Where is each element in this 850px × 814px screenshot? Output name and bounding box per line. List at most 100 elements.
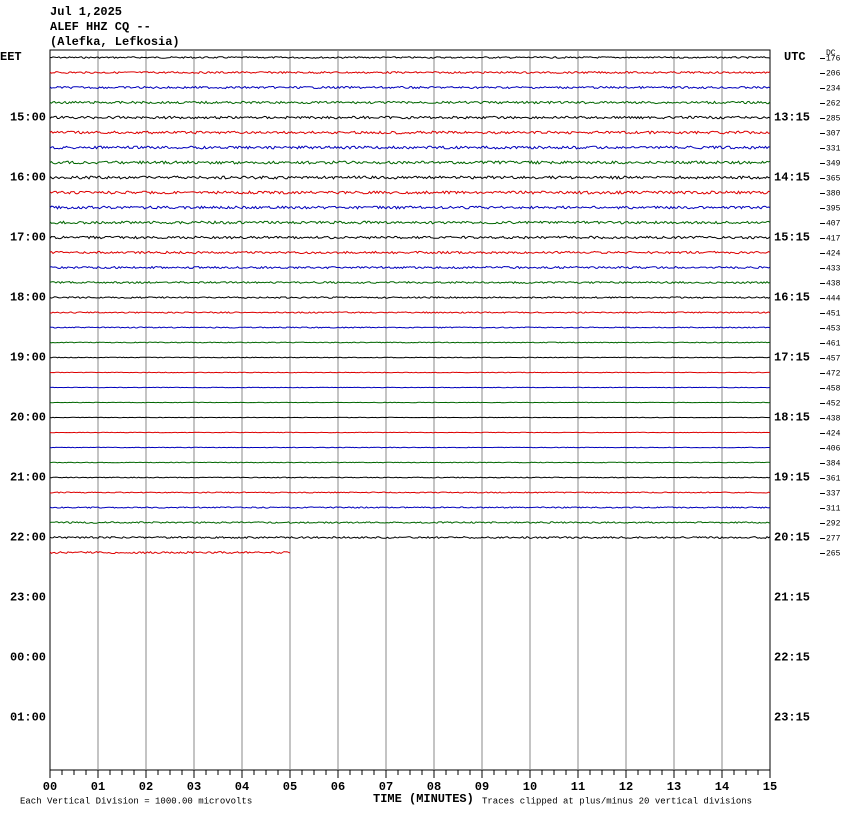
utc-hour-label: 19:15 bbox=[774, 471, 810, 485]
dc-offset: 206 bbox=[826, 70, 841, 79]
trace bbox=[49, 550, 291, 555]
local-hour-label: 18:00 bbox=[10, 291, 46, 305]
x-tick-label: 01 bbox=[91, 780, 105, 794]
x-tick-label: 08 bbox=[427, 780, 441, 794]
trace bbox=[49, 160, 771, 165]
dc-offset: 262 bbox=[826, 100, 841, 109]
dc-offset: 380 bbox=[826, 190, 841, 199]
local-hour-label: 16:00 bbox=[10, 171, 46, 185]
local-hour-label: 23:00 bbox=[10, 591, 46, 605]
trace bbox=[49, 371, 771, 374]
clip-note: Traces clipped at plus/minus 20 vertical… bbox=[482, 796, 752, 806]
trace bbox=[49, 70, 771, 75]
x-tick-label: 02 bbox=[139, 780, 153, 794]
date: Jul 1,2025 bbox=[50, 5, 122, 19]
trace bbox=[49, 341, 771, 344]
local-hour-label: 17:00 bbox=[10, 231, 46, 245]
dc-offset: 424 bbox=[826, 250, 841, 259]
trace bbox=[49, 356, 771, 359]
utc-hour-label: 23:15 bbox=[774, 711, 810, 725]
utc-hour-label: 20:15 bbox=[774, 531, 810, 545]
trace bbox=[49, 265, 771, 270]
x-tick-label: 13 bbox=[667, 780, 681, 794]
x-tick-label: 03 bbox=[187, 780, 201, 794]
x-tick-label: 06 bbox=[331, 780, 345, 794]
trace bbox=[49, 506, 771, 509]
trace bbox=[49, 100, 771, 105]
trace bbox=[49, 326, 771, 329]
local-hour-label: 22:00 bbox=[10, 531, 46, 545]
x-tick-label: 14 bbox=[715, 780, 729, 794]
dc-offset: 424 bbox=[826, 430, 841, 439]
dc-offset: 438 bbox=[826, 280, 841, 289]
utc-hour-label: 17:15 bbox=[774, 351, 810, 365]
x-tick-label: 15 bbox=[763, 780, 777, 794]
dc-offset: 365 bbox=[826, 175, 841, 184]
location: (Alefka, Lefkosia) bbox=[50, 35, 180, 49]
dc-offset: 452 bbox=[826, 400, 841, 409]
dc-offset: 453 bbox=[826, 325, 841, 334]
dc-offset: 337 bbox=[826, 490, 841, 499]
scale-note: Each Vertical Division = 1000.00 microvo… bbox=[20, 796, 252, 806]
utc-hour-label: 14:15 bbox=[774, 171, 810, 185]
dc-offset: 285 bbox=[826, 115, 841, 124]
dc-offset: 451 bbox=[826, 310, 841, 319]
dc-offset: 472 bbox=[826, 370, 841, 379]
local-hour-label: 19:00 bbox=[10, 351, 46, 365]
trace bbox=[49, 476, 771, 479]
dc-offset: 444 bbox=[826, 295, 841, 304]
dc-offset: 395 bbox=[826, 205, 841, 214]
utc-hour-label: 22:15 bbox=[774, 651, 810, 665]
dc-offset: 176 bbox=[826, 55, 841, 64]
utc-hour-label: 15:15 bbox=[774, 231, 810, 245]
trace bbox=[49, 115, 771, 120]
dc-offset: 234 bbox=[826, 85, 841, 94]
trace bbox=[49, 220, 771, 225]
dc-offset: 277 bbox=[826, 535, 841, 544]
x-tick-label: 05 bbox=[283, 780, 297, 794]
local-hour-label: 15:00 bbox=[10, 111, 46, 125]
x-tick-label: 12 bbox=[619, 780, 633, 794]
trace bbox=[49, 446, 771, 449]
trace bbox=[49, 175, 771, 180]
dc-offset: 331 bbox=[826, 145, 841, 154]
trace bbox=[49, 280, 771, 285]
trace bbox=[49, 296, 771, 299]
local-hour-label: 21:00 bbox=[10, 471, 46, 485]
dc-offset: 433 bbox=[826, 265, 841, 274]
trace bbox=[49, 56, 771, 59]
local-hour-label: 20:00 bbox=[10, 411, 46, 425]
utc-hour-label: 13:15 bbox=[774, 111, 810, 125]
utc-hour-label: 21:15 bbox=[774, 591, 810, 605]
trace bbox=[49, 250, 771, 255]
dc-label: DC bbox=[826, 49, 836, 58]
trace bbox=[49, 85, 771, 90]
dc-offset: 311 bbox=[826, 505, 841, 514]
trace bbox=[49, 130, 771, 135]
x-tick-label: 00 bbox=[43, 780, 57, 794]
dc-offset: 457 bbox=[826, 355, 841, 364]
dc-offset: 265 bbox=[826, 550, 841, 559]
station: ALEF HHZ CQ -- bbox=[50, 20, 151, 34]
dc-offset: 292 bbox=[826, 520, 841, 529]
plot-frame bbox=[49, 49, 771, 771]
dc-offset: 384 bbox=[826, 460, 841, 469]
trace bbox=[49, 145, 771, 150]
utc-hour-label: 16:15 bbox=[774, 291, 810, 305]
trace bbox=[49, 235, 771, 240]
dc-offset: 407 bbox=[826, 220, 841, 229]
trace bbox=[49, 535, 771, 539]
dc-offset: 361 bbox=[826, 475, 841, 484]
x-tick-label: 11 bbox=[571, 780, 585, 794]
dc-offset: 438 bbox=[826, 415, 841, 424]
local-hour-label: 01:00 bbox=[10, 711, 46, 725]
dc-offset: 307 bbox=[826, 130, 841, 139]
right-zone: UTC bbox=[784, 50, 806, 64]
x-tick-label: 09 bbox=[475, 780, 489, 794]
dc-offset: 461 bbox=[826, 340, 841, 349]
dc-offset: 458 bbox=[826, 385, 841, 394]
x-tick-label: 10 bbox=[523, 780, 537, 794]
trace bbox=[49, 461, 771, 464]
dc-offset: 417 bbox=[826, 235, 841, 244]
